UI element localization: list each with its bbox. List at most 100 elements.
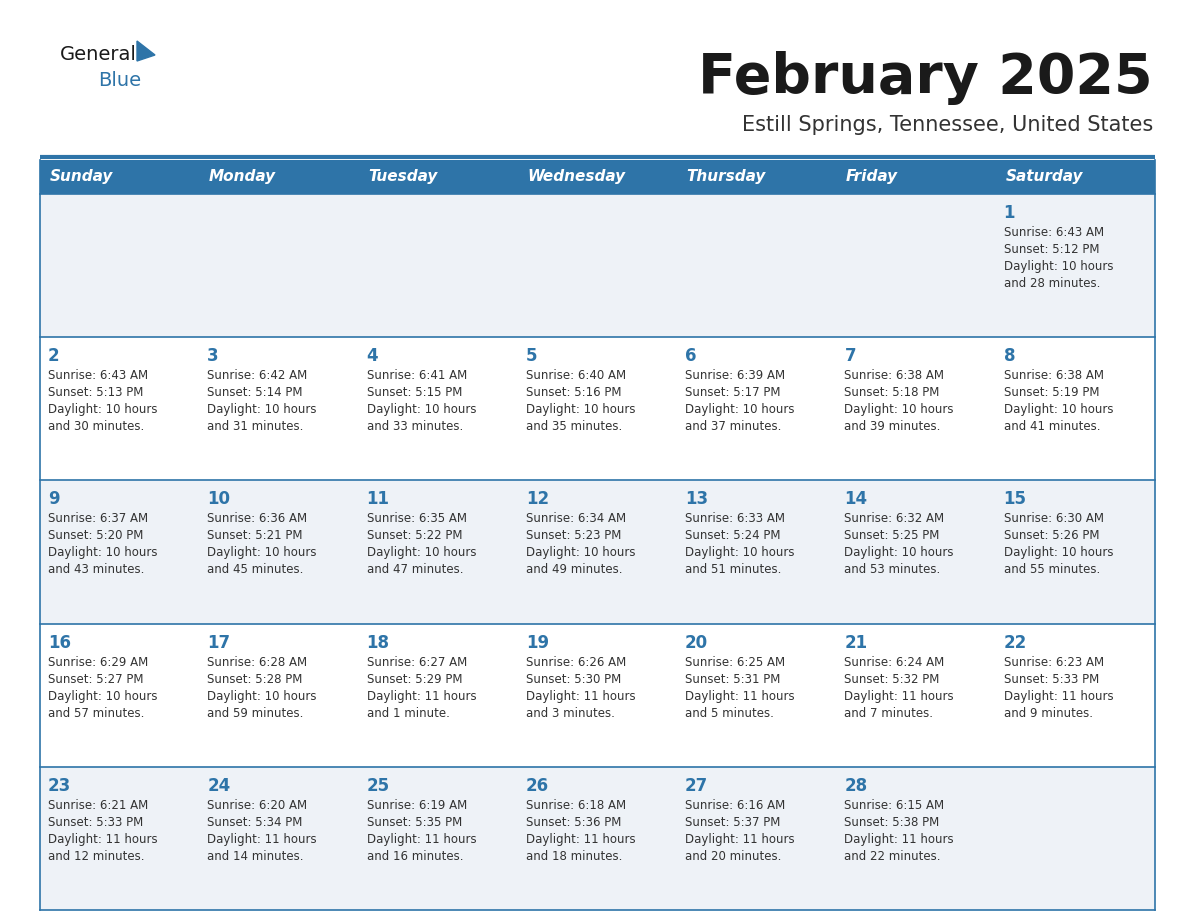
Text: Daylight: 10 hours: Daylight: 10 hours — [367, 403, 476, 416]
Text: Friday: Friday — [846, 170, 898, 185]
Text: 17: 17 — [207, 633, 230, 652]
Text: 6: 6 — [685, 347, 696, 365]
Text: and 59 minutes.: and 59 minutes. — [207, 707, 304, 720]
Bar — [518, 337, 677, 480]
Text: and 5 minutes.: and 5 minutes. — [685, 707, 775, 720]
Text: Daylight: 10 hours: Daylight: 10 hours — [1004, 546, 1113, 559]
Bar — [677, 160, 836, 194]
Text: and 31 minutes.: and 31 minutes. — [207, 420, 304, 433]
Text: Daylight: 10 hours: Daylight: 10 hours — [48, 403, 158, 416]
Text: Sunrise: 6:29 AM: Sunrise: 6:29 AM — [48, 655, 148, 668]
Text: Sunrise: 6:16 AM: Sunrise: 6:16 AM — [685, 799, 785, 812]
Text: Sunrise: 6:30 AM: Sunrise: 6:30 AM — [1004, 512, 1104, 525]
Text: and 1 minute.: and 1 minute. — [367, 707, 449, 720]
Text: Wednesday: Wednesday — [527, 170, 626, 185]
Text: Daylight: 10 hours: Daylight: 10 hours — [1004, 260, 1113, 273]
Bar — [677, 337, 836, 480]
Text: Sunrise: 6:18 AM: Sunrise: 6:18 AM — [526, 799, 626, 812]
Text: Sunrise: 6:15 AM: Sunrise: 6:15 AM — [845, 799, 944, 812]
Text: 7: 7 — [845, 347, 857, 365]
Text: and 16 minutes.: and 16 minutes. — [367, 850, 463, 863]
Text: Sunset: 5:26 PM: Sunset: 5:26 PM — [1004, 530, 1099, 543]
Bar — [518, 160, 677, 194]
Text: 12: 12 — [526, 490, 549, 509]
Text: Sunday: Sunday — [50, 170, 113, 185]
Bar — [996, 623, 1155, 767]
Text: 4: 4 — [367, 347, 378, 365]
Bar — [200, 767, 359, 910]
Text: Sunrise: 6:38 AM: Sunrise: 6:38 AM — [845, 369, 944, 382]
Text: 26: 26 — [526, 777, 549, 795]
Text: Tuesday: Tuesday — [368, 170, 437, 185]
Text: Daylight: 10 hours: Daylight: 10 hours — [1004, 403, 1113, 416]
Text: 27: 27 — [685, 777, 708, 795]
Text: Daylight: 11 hours: Daylight: 11 hours — [48, 833, 158, 845]
Text: Sunrise: 6:42 AM: Sunrise: 6:42 AM — [207, 369, 308, 382]
Text: Sunset: 5:20 PM: Sunset: 5:20 PM — [48, 530, 144, 543]
Text: and 12 minutes.: and 12 minutes. — [48, 850, 145, 863]
Text: Estill Springs, Tennessee, United States: Estill Springs, Tennessee, United States — [741, 115, 1154, 135]
Text: Sunrise: 6:39 AM: Sunrise: 6:39 AM — [685, 369, 785, 382]
Bar — [677, 480, 836, 623]
Text: Daylight: 11 hours: Daylight: 11 hours — [845, 689, 954, 702]
Text: Sunset: 5:13 PM: Sunset: 5:13 PM — [48, 386, 144, 399]
Text: Sunrise: 6:41 AM: Sunrise: 6:41 AM — [367, 369, 467, 382]
Text: Sunrise: 6:35 AM: Sunrise: 6:35 AM — [367, 512, 467, 525]
Bar — [996, 767, 1155, 910]
Text: Sunrise: 6:25 AM: Sunrise: 6:25 AM — [685, 655, 785, 668]
Bar — [359, 160, 518, 194]
Text: Sunset: 5:29 PM: Sunset: 5:29 PM — [367, 673, 462, 686]
Text: Sunset: 5:25 PM: Sunset: 5:25 PM — [845, 530, 940, 543]
Text: 15: 15 — [1004, 490, 1026, 509]
Text: Sunset: 5:16 PM: Sunset: 5:16 PM — [526, 386, 621, 399]
Text: and 7 minutes.: and 7 minutes. — [845, 707, 934, 720]
Text: General: General — [61, 46, 137, 64]
Text: Sunrise: 6:40 AM: Sunrise: 6:40 AM — [526, 369, 626, 382]
Text: February 2025: February 2025 — [699, 51, 1154, 105]
Text: and 53 minutes.: and 53 minutes. — [845, 564, 941, 577]
Text: Sunrise: 6:32 AM: Sunrise: 6:32 AM — [845, 512, 944, 525]
Text: Sunrise: 6:34 AM: Sunrise: 6:34 AM — [526, 512, 626, 525]
Text: 3: 3 — [207, 347, 219, 365]
Text: Sunset: 5:28 PM: Sunset: 5:28 PM — [207, 673, 303, 686]
Text: 28: 28 — [845, 777, 867, 795]
Bar — [518, 480, 677, 623]
Text: Sunrise: 6:26 AM: Sunrise: 6:26 AM — [526, 655, 626, 668]
Text: Daylight: 11 hours: Daylight: 11 hours — [526, 833, 636, 845]
Text: Sunset: 5:34 PM: Sunset: 5:34 PM — [207, 816, 303, 829]
Bar — [200, 623, 359, 767]
Text: 8: 8 — [1004, 347, 1016, 365]
Text: Blue: Blue — [97, 71, 141, 89]
Text: Sunrise: 6:36 AM: Sunrise: 6:36 AM — [207, 512, 308, 525]
Text: and 37 minutes.: and 37 minutes. — [685, 420, 782, 433]
Text: Sunset: 5:27 PM: Sunset: 5:27 PM — [48, 673, 144, 686]
Text: Saturday: Saturday — [1005, 170, 1082, 185]
Text: and 41 minutes.: and 41 minutes. — [1004, 420, 1100, 433]
Text: 2: 2 — [48, 347, 59, 365]
Text: Sunset: 5:18 PM: Sunset: 5:18 PM — [845, 386, 940, 399]
Text: Sunrise: 6:43 AM: Sunrise: 6:43 AM — [48, 369, 148, 382]
Text: Daylight: 11 hours: Daylight: 11 hours — [526, 689, 636, 702]
Bar — [836, 767, 996, 910]
Bar — [518, 194, 677, 337]
Text: Sunrise: 6:38 AM: Sunrise: 6:38 AM — [1004, 369, 1104, 382]
Text: Daylight: 10 hours: Daylight: 10 hours — [207, 689, 317, 702]
Text: Daylight: 11 hours: Daylight: 11 hours — [367, 689, 476, 702]
Text: Sunset: 5:15 PM: Sunset: 5:15 PM — [367, 386, 462, 399]
Text: and 18 minutes.: and 18 minutes. — [526, 850, 623, 863]
Bar — [359, 623, 518, 767]
Bar — [40, 480, 200, 623]
Text: and 51 minutes.: and 51 minutes. — [685, 564, 782, 577]
Bar — [40, 194, 200, 337]
Text: Sunrise: 6:20 AM: Sunrise: 6:20 AM — [207, 799, 308, 812]
Text: and 43 minutes.: and 43 minutes. — [48, 564, 144, 577]
Text: and 49 minutes.: and 49 minutes. — [526, 564, 623, 577]
Bar — [40, 623, 200, 767]
Text: Sunset: 5:33 PM: Sunset: 5:33 PM — [48, 816, 144, 829]
Text: and 22 minutes.: and 22 minutes. — [845, 850, 941, 863]
Text: 18: 18 — [367, 633, 390, 652]
Text: Daylight: 11 hours: Daylight: 11 hours — [207, 833, 317, 845]
Text: Sunset: 5:37 PM: Sunset: 5:37 PM — [685, 816, 781, 829]
Text: Sunset: 5:30 PM: Sunset: 5:30 PM — [526, 673, 621, 686]
Bar — [518, 767, 677, 910]
